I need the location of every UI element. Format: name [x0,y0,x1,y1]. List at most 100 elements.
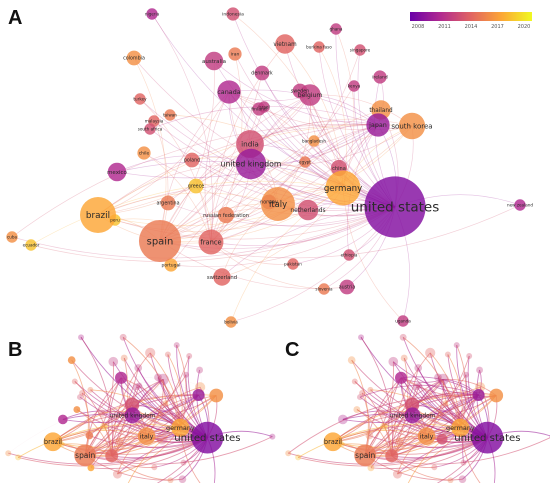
country-node-indonesia[interactable] [226,7,240,21]
country-node-mexico[interactable] [58,414,68,425]
country-node-bolivia[interactable] [225,316,237,328]
country-node-austria[interactable] [339,279,355,295]
country-node-south-africa[interactable] [144,123,156,135]
country-node-south-africa[interactable] [357,394,363,401]
country-node-nigeria[interactable] [358,334,365,341]
country-node-egypt[interactable] [299,156,311,168]
country-node-iran[interactable] [120,354,128,362]
country-node-poland[interactable] [377,409,386,418]
country-node-australia[interactable] [204,51,224,71]
country-node-spain[interactable] [74,444,97,467]
country-node-bangladesh[interactable] [442,400,449,407]
country-node-greece[interactable] [188,178,204,194]
country-node-argentina[interactable] [160,195,176,211]
country-node-greece[interactable] [380,422,388,431]
country-node-vietnam[interactable] [275,34,295,54]
country-node-poland[interactable] [184,152,200,168]
country-node-sweden[interactable] [154,373,162,382]
country-node-ireland[interactable] [196,366,204,374]
country-node-ethiopia[interactable] [180,459,187,466]
country-node-italy[interactable] [417,427,436,445]
country-node-greece[interactable] [100,422,108,431]
country-node-cuba[interactable] [5,450,12,457]
country-node-burkina-faso[interactable] [444,351,451,358]
country-node-germany[interactable] [171,418,190,437]
country-node-ireland[interactable] [476,366,484,374]
country-node-taiwan[interactable] [367,386,374,393]
country-node-canada[interactable] [217,80,241,104]
country-node-nigeria[interactable] [146,8,158,20]
country-node-egypt[interactable] [437,411,444,418]
country-node-ethiopia[interactable] [460,459,467,466]
country-node-new-zealand[interactable] [514,199,526,211]
country-node-pakistan[interactable] [151,464,158,471]
country-node-spain[interactable] [354,444,377,467]
country-node-finland[interactable] [252,102,266,116]
country-node-colombia[interactable] [126,50,142,66]
country-node-austria[interactable] [458,475,467,483]
country-node-canada[interactable] [395,371,408,384]
country-node-south-africa[interactable] [77,394,83,401]
country-node-ecuador[interactable] [15,454,22,461]
country-node-united-kingdom[interactable] [235,148,267,180]
country-node-ghana[interactable] [330,23,342,35]
country-node-poland[interactable] [97,409,106,418]
country-node-brazil[interactable] [323,432,343,452]
country-node-argentina[interactable] [365,431,374,440]
country-node-singapore[interactable] [466,353,473,359]
country-node-united-kingdom[interactable] [404,407,421,424]
country-node-sweden[interactable] [434,373,442,382]
country-node-ecuador[interactable] [295,454,302,461]
country-node-indonesia[interactable] [399,333,407,341]
country-node-united-states[interactable] [191,421,224,454]
country-node-netherlands[interactable] [156,433,168,445]
country-node-belgium[interactable] [299,84,321,106]
country-node-united-states[interactable] [471,421,504,454]
country-node-brazil[interactable] [43,432,63,452]
country-node-ghana[interactable] [173,342,180,349]
country-node-france[interactable] [105,449,119,463]
country-node-chile[interactable] [73,406,81,414]
country-node-ethiopia[interactable] [343,249,355,261]
country-node-malaysia[interactable] [359,389,366,396]
country-node-new-zealand[interactable] [269,433,276,440]
country-node-united-kingdom[interactable] [124,407,141,424]
country-node-cuba[interactable] [285,450,292,457]
country-node-israel[interactable] [416,382,423,389]
country-node-turkey[interactable] [134,93,146,105]
country-node-united-states[interactable] [364,176,426,238]
country-node-chile[interactable] [137,146,151,160]
country-node-pakistan[interactable] [287,258,299,270]
country-node-finland[interactable] [133,383,141,391]
country-node-portugal[interactable] [87,464,95,472]
country-node-belgium[interactable] [157,373,169,386]
country-node-cuba[interactable] [6,231,18,243]
country-node-kenya[interactable] [348,80,360,92]
country-node-denmark[interactable] [414,364,423,372]
country-node-france[interactable] [198,229,224,255]
country-node-italy[interactable] [137,427,156,445]
country-node-netherlands[interactable] [297,199,319,221]
country-node-switzerland[interactable] [392,469,402,479]
country-node-germany[interactable] [325,170,361,206]
country-node-iran[interactable] [228,47,242,61]
country-node-russian-federation[interactable] [395,437,404,447]
country-node-taiwan[interactable] [87,386,94,393]
country-node-iran[interactable] [400,354,408,362]
country-node-argentina[interactable] [85,431,94,440]
country-node-slovenia[interactable] [318,283,330,295]
country-node-colombia[interactable] [347,356,356,365]
country-node-taiwan[interactable] [164,109,176,121]
country-node-spain[interactable] [138,219,182,263]
country-node-chile[interactable] [353,406,361,414]
country-node-germany[interactable] [451,418,470,437]
country-node-belgium[interactable] [437,373,449,386]
country-node-mexico[interactable] [107,162,127,182]
country-node-netherlands[interactable] [436,433,448,445]
country-node-russian-federation[interactable] [217,206,235,224]
country-node-slovenia[interactable] [167,477,174,483]
country-node-austria[interactable] [178,475,187,483]
country-node-vietnam[interactable] [425,347,436,358]
country-node-switzerland[interactable] [112,469,122,479]
country-node-pakistan[interactable] [431,464,438,471]
